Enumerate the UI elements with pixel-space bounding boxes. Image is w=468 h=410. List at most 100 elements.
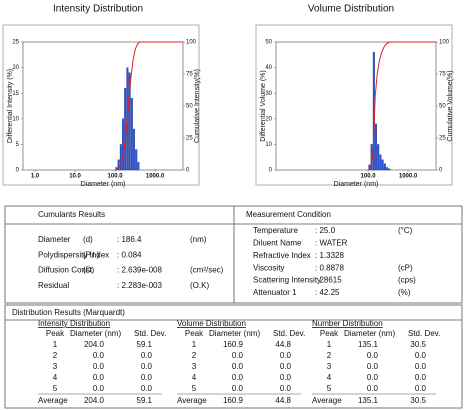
cumulant-value: : 186.4: [117, 235, 142, 244]
cell: 0.0: [93, 351, 105, 360]
cell: 5: [53, 384, 58, 393]
cumulant-unit: (cm²/sec): [190, 266, 224, 275]
cell: 0.0: [141, 384, 153, 393]
cell: 0.0: [141, 362, 153, 371]
chart-title: Intensity Distribution: [53, 4, 143, 15]
cell: 0.0: [232, 362, 244, 371]
y-tick-label: 25: [12, 40, 19, 46]
bar: [122, 118, 125, 171]
measurement-label: Viscosity: [253, 263, 284, 272]
chart-title: Volume Distribution: [308, 4, 394, 15]
column-header: Peak: [320, 329, 339, 338]
x-axis-label: Diameter (nm): [81, 181, 126, 188]
average-cell: 135.1: [358, 396, 379, 405]
cell: 0.0: [280, 384, 292, 393]
cell: 3: [327, 362, 332, 371]
measurement-value: : 25.0: [315, 226, 336, 235]
average-cell: 160.9: [223, 396, 244, 405]
cell: 0.0: [93, 362, 105, 371]
bar: [375, 123, 378, 171]
y-tick-label: 0: [269, 168, 273, 174]
cell: 30.5: [410, 340, 426, 349]
cell: 44.8: [275, 340, 291, 349]
cumulant-label: Residual: [38, 281, 69, 290]
bar: [388, 168, 391, 171]
measurement-value: : 42.25: [315, 288, 340, 297]
cell: 4: [53, 373, 58, 382]
cell: 0.0: [415, 351, 427, 360]
measurement-value: : 1.3328: [315, 251, 344, 260]
y-tick-label: 5: [16, 142, 20, 148]
measurement-unit: (cP): [398, 263, 413, 272]
x-tick-label: 1.0: [31, 174, 40, 180]
bar: [379, 154, 382, 171]
bar: [117, 159, 120, 171]
cell: 0.0: [367, 384, 379, 393]
cumulative-line: [115, 41, 183, 171]
y2-axis-label: Cumulative Intensity(%): [194, 69, 201, 143]
column-header: Diameter (nm): [70, 329, 121, 338]
measurement-value: : 0.8878: [315, 263, 344, 272]
y2-tick-label: 100: [439, 40, 450, 46]
bar: [381, 159, 384, 171]
cell: 4: [327, 373, 332, 382]
x-tick-label: 1000.0: [146, 174, 165, 180]
y-tick-label: 15: [12, 91, 19, 97]
average-cell: Average: [177, 396, 207, 405]
cell: 0.0: [415, 362, 427, 371]
cell: 0.0: [415, 384, 427, 393]
average-cell: Average: [312, 396, 342, 405]
measurement-value: : 28615: [315, 276, 342, 285]
bar: [128, 72, 131, 171]
cell: 2: [327, 351, 332, 360]
distribution-box: [4, 304, 463, 409]
y-tick-label: 10: [12, 116, 19, 122]
x-tick-label: 100.0: [361, 174, 377, 180]
cell: 0.0: [232, 351, 244, 360]
cumulant-value: : 0.084: [117, 250, 142, 259]
cell: 4: [192, 373, 197, 382]
y-tick-label: 40: [265, 65, 272, 71]
column-header: Std. Dev.: [273, 329, 305, 338]
x-tick-label: 1000.0: [399, 174, 418, 180]
cell: 2: [192, 351, 197, 360]
y2-tick-label: 0: [439, 168, 443, 174]
column-header: Std. Dev.: [134, 329, 166, 338]
cell: 3: [53, 362, 58, 371]
y-tick-label: 0: [16, 168, 20, 174]
cumulant-unit: (O.K): [190, 281, 209, 290]
bar: [124, 87, 127, 171]
cell: 5: [192, 384, 197, 393]
group-title: Intensity Distribution: [38, 319, 110, 328]
cell: 0.0: [280, 351, 292, 360]
x-tick-label: 10.0: [69, 174, 81, 180]
chart-panel: [255, 24, 453, 186]
measurement-unit: (°C): [398, 226, 413, 235]
cell: 0.0: [280, 362, 292, 371]
measurement-unit: (%): [398, 288, 411, 297]
measurement-title: Measurement Condition: [246, 210, 331, 219]
cell: 0.0: [415, 373, 427, 382]
measurement-label: Temperature: [253, 226, 298, 235]
average-cell: 59.1: [136, 396, 152, 405]
measurement-label: Scattering Intensity: [253, 276, 321, 285]
group-title: Volume Distribution: [177, 319, 246, 328]
cumulant-label: Diameter: [38, 235, 71, 244]
cell: 1: [192, 340, 197, 349]
cell: 0.0: [367, 373, 379, 382]
cell: 135.1: [358, 340, 379, 349]
y2-tick-label: 100: [186, 40, 197, 46]
cell: 0.0: [280, 373, 292, 382]
average-cell: 44.8: [275, 396, 291, 405]
cell: 0.0: [93, 384, 105, 393]
bar: [386, 167, 389, 171]
column-header: Peak: [46, 329, 65, 338]
y2-tick-label: 50: [186, 104, 193, 110]
cumulative-line: [368, 41, 436, 171]
column-header: Diameter (nm): [344, 329, 395, 338]
cell: 1: [53, 340, 58, 349]
measurement-label: Attenuator 1: [253, 288, 297, 297]
cumulant-value: : 2.283e-003: [117, 281, 162, 290]
cumulant-label: Diffusion Const.: [38, 266, 94, 275]
column-header: Peak: [185, 329, 204, 338]
